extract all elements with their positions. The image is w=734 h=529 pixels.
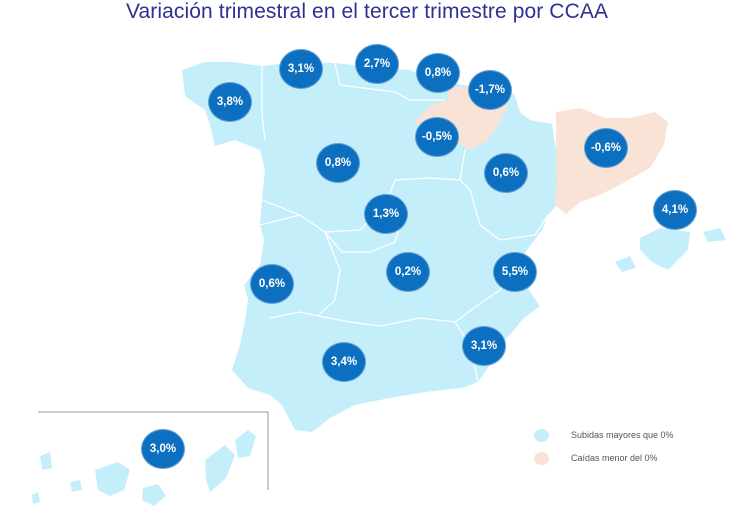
- bubble-asturias: 3,1%: [279, 49, 323, 89]
- legend-swatch-up: [534, 428, 549, 442]
- legend-label-down: Caídas menor del 0%: [571, 453, 658, 463]
- map-title: Variación trimestral en el tercer trimes…: [125, 0, 609, 23]
- bubble-madrid: 1,3%: [364, 194, 408, 234]
- bubble-pais-vasco: 0,8%: [416, 53, 460, 93]
- bubble-castilla-leon: 0,8%: [316, 143, 360, 183]
- bubble-aragon: 0,6%: [484, 153, 528, 193]
- bubble-galicia: 3,8%: [208, 82, 252, 122]
- baleares-islands: [615, 228, 726, 272]
- canarias-islands: [32, 430, 256, 506]
- bubble-cantabria: 2,7%: [355, 44, 399, 84]
- map-legend: Subidas mayores que 0% Caídas menor del …: [534, 428, 674, 474]
- bubble-cataluna: -0,6%: [584, 128, 628, 168]
- bubble-valenciana: 5,5%: [493, 252, 537, 292]
- bubble-murcia: 3,1%: [462, 326, 506, 366]
- canarias-inset-frame: [38, 411, 269, 490]
- legend-swatch-down: [534, 451, 549, 465]
- legend-item-up: Subidas mayores que 0%: [534, 428, 674, 442]
- legend-label-up: Subidas mayores que 0%: [571, 430, 674, 440]
- bubble-castilla-la-mancha: 0,2%: [386, 252, 430, 292]
- bubble-navarra: -1,7%: [468, 70, 512, 110]
- bubble-extremadura: 0,6%: [250, 264, 294, 304]
- bubble-la-rioja: -0,5%: [415, 117, 459, 157]
- bubble-canarias: 3,0%: [141, 429, 185, 469]
- legend-item-down: Caídas menor del 0%: [534, 451, 674, 465]
- bubble-andalucia: 3,4%: [322, 342, 366, 382]
- bubble-baleares: 4,1%: [653, 190, 697, 230]
